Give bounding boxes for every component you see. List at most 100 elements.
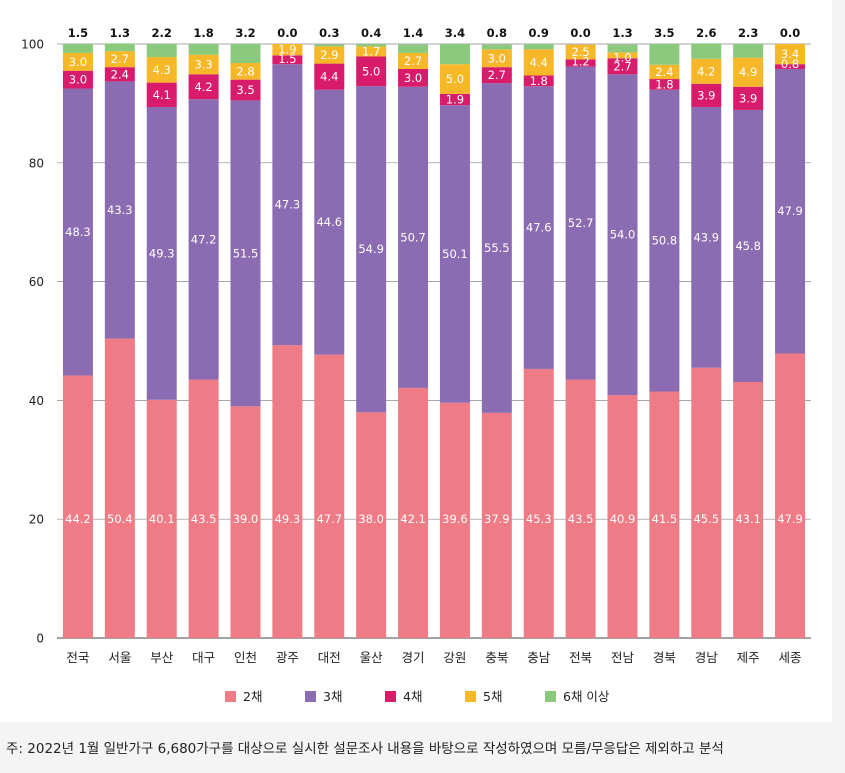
bar-segment — [691, 58, 722, 84]
bar-segment — [188, 74, 219, 100]
bar-segment — [649, 391, 680, 638]
segment-data-label: 2.7 — [404, 54, 422, 68]
segment-data-label: 43.5 — [191, 512, 217, 526]
x-tick-label: 광주 — [276, 650, 299, 665]
y-tick-label: 0 — [36, 632, 44, 646]
legend-swatch — [385, 691, 396, 702]
segment-data-label: 1.2 — [571, 55, 589, 69]
segment-data-label: 38.0 — [358, 512, 384, 526]
bar-segment — [356, 44, 387, 47]
top-data-label: 0.4 — [361, 26, 381, 40]
segment-data-label: 45.5 — [693, 512, 719, 526]
bar-segment — [230, 79, 261, 101]
x-tick-label: 충북 — [485, 650, 508, 665]
legend-swatch — [305, 691, 316, 702]
top-data-label: 0.9 — [529, 26, 549, 40]
bar-segment — [607, 44, 638, 53]
bar-segment — [649, 79, 680, 90]
segment-data-label: 43.9 — [693, 230, 719, 244]
bar-segment — [356, 86, 387, 413]
segment-data-label: 1.5 — [278, 52, 296, 66]
x-tick-label: 전남 — [611, 650, 635, 665]
bar-segment — [523, 49, 554, 76]
segment-data-label: 2.5 — [571, 45, 589, 59]
data-labels: 44.248.33.03.01.550.443.32.42.71.340.149… — [65, 26, 803, 526]
top-data-label: 2.3 — [738, 26, 758, 40]
x-tick-label: 서울 — [108, 650, 131, 665]
bar-segment — [314, 354, 345, 638]
x-tick-label: 경북 — [653, 650, 676, 665]
bar-segment — [607, 74, 638, 396]
bar-segment — [104, 67, 135, 82]
top-data-label: 3.4 — [445, 26, 465, 40]
y-axis-ticks: 0 20 40 60 80 100 — [21, 38, 44, 646]
legend-swatch — [545, 691, 556, 702]
segment-data-label: 44.6 — [316, 215, 342, 229]
bar-segment — [356, 46, 387, 57]
bar-segment — [481, 49, 512, 68]
bar-segment — [398, 86, 429, 388]
chart-panel: 0 20 40 60 80 100 44.2 48.3 3.0 3.0 1.5 50.4 43.3 2.… — [0, 0, 832, 722]
bar-segment — [188, 54, 219, 75]
x-tick-label: 전북 — [569, 650, 592, 665]
bar-segment — [314, 46, 345, 64]
legend-label: 3채 — [323, 689, 342, 704]
segment-data-label: 0.8 — [781, 57, 799, 71]
bar-segment — [230, 63, 261, 80]
segment-data-label: 47.6 — [526, 221, 552, 235]
bar-segment — [649, 64, 680, 80]
top-data-label: 1.3 — [612, 26, 632, 40]
bar-segment — [523, 44, 554, 50]
bar-segment — [146, 82, 177, 107]
bar-segment — [733, 381, 764, 638]
segment-data-label: 4.2 — [697, 64, 715, 78]
segment-data-label: 4.4 — [320, 70, 338, 84]
segment-data-label: 4.2 — [194, 80, 212, 94]
segment-data-label: 3.9 — [739, 91, 757, 105]
segment-data-label: 45.3 — [526, 512, 552, 526]
segment-data-label: 3.9 — [697, 88, 715, 102]
top-data-label: 2.2 — [152, 26, 172, 40]
bar-segment — [62, 52, 93, 71]
bar-segment — [733, 109, 764, 382]
segment-data-label: 1.9 — [278, 43, 296, 57]
segment-data-label: 45.8 — [735, 239, 761, 253]
bar-segment — [565, 66, 596, 380]
top-data-label: 0.3 — [319, 26, 339, 40]
segment-data-label: 43.5 — [568, 512, 594, 526]
segment-data-label: 5.0 — [362, 64, 380, 78]
bar-segment — [188, 44, 219, 55]
bar-segment — [356, 56, 387, 87]
bar-segment — [691, 106, 722, 368]
segment-data-label: 50.8 — [652, 234, 678, 248]
top-data-label: 0.0 — [277, 26, 297, 40]
bar-segment — [314, 89, 345, 355]
bar-segment — [481, 412, 512, 638]
segment-data-label: 3.0 — [69, 55, 87, 69]
bar-segment — [398, 52, 429, 69]
segment-data-label: 3.0 — [404, 71, 422, 85]
top-data-label: 1.3 — [110, 26, 130, 40]
bar-segment — [230, 44, 261, 64]
bar-segment — [523, 368, 554, 638]
bar-segment — [62, 44, 93, 53]
legend-swatch — [225, 691, 236, 702]
bar-segment — [146, 57, 177, 83]
segment-data-label: 52.7 — [568, 216, 594, 230]
stacked-bar-chart: 0 20 40 60 80 100 44.2 48.3 3.0 3.0 1.5 50.4 43.3 2.… — [21, 26, 811, 704]
segment-data-label: 49.3 — [275, 512, 301, 526]
y-tick-label: 60 — [29, 275, 44, 289]
segment-data-label: 48.3 — [65, 225, 91, 239]
segment-data-label: 5.0 — [446, 72, 464, 86]
segment-data-label: 4.9 — [739, 65, 757, 79]
x-tick-label: 경남 — [695, 650, 719, 665]
segment-data-label: 1.8 — [655, 78, 673, 92]
bar-segment — [775, 64, 806, 69]
legend-swatch — [465, 691, 476, 702]
bar-segment — [481, 67, 512, 84]
bar-segment — [272, 345, 303, 638]
top-data-label: 2.6 — [696, 26, 716, 40]
segment-data-label: 47.2 — [191, 232, 217, 246]
bar-segment — [775, 353, 806, 638]
bar-segment — [104, 51, 135, 68]
